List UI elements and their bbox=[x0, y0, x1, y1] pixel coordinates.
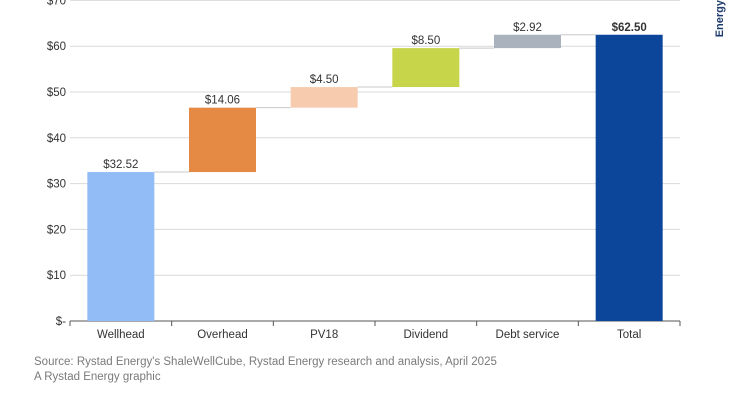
y-tick-label: $30 bbox=[47, 179, 66, 191]
waterfall-chart: $- $10 $20 $30 $40 $50 $60 $70 $32.52 Wellhead $14… bbox=[47, 0, 681, 341]
x-tick-label: Total bbox=[617, 329, 641, 341]
x-tick-label: Dividend bbox=[403, 329, 448, 341]
data-label: $14.06 bbox=[205, 95, 240, 107]
y-tick-label: $- bbox=[56, 316, 66, 328]
bar-total bbox=[595, 34, 663, 321]
x-tick-label: Wellhead bbox=[97, 329, 145, 341]
credit-note: A Rystad Energy graphic bbox=[34, 371, 161, 383]
x-tick-label: Overhead bbox=[197, 329, 248, 341]
y-tick-label: $20 bbox=[47, 224, 66, 236]
data-label: $32.52 bbox=[103, 159, 138, 171]
bar-debt-service bbox=[494, 34, 561, 49]
y-tick-label: $50 bbox=[47, 87, 66, 99]
x-tick-label: Debt service bbox=[496, 329, 560, 341]
y-tick-label: $60 bbox=[47, 41, 66, 53]
bar-overhead bbox=[189, 107, 256, 173]
bar-wellhead bbox=[87, 172, 155, 321]
data-label: $2.92 bbox=[513, 22, 542, 34]
y-tick-label: $10 bbox=[47, 270, 66, 282]
bar-dividend bbox=[392, 48, 460, 88]
data-label: $4.50 bbox=[310, 74, 339, 86]
bar-pv18 bbox=[290, 87, 358, 108]
x-tick-label: PV18 bbox=[310, 329, 338, 341]
brand-logo: Rystad Energy bbox=[714, 0, 726, 40]
y-tick-label: $40 bbox=[47, 133, 66, 145]
y-tick-label: $70 bbox=[47, 0, 66, 7]
data-label: $8.50 bbox=[411, 35, 440, 47]
data-label: $62.50 bbox=[612, 22, 647, 34]
source-note: Source: Rystad Energy's ShaleWellCube, R… bbox=[34, 356, 497, 368]
